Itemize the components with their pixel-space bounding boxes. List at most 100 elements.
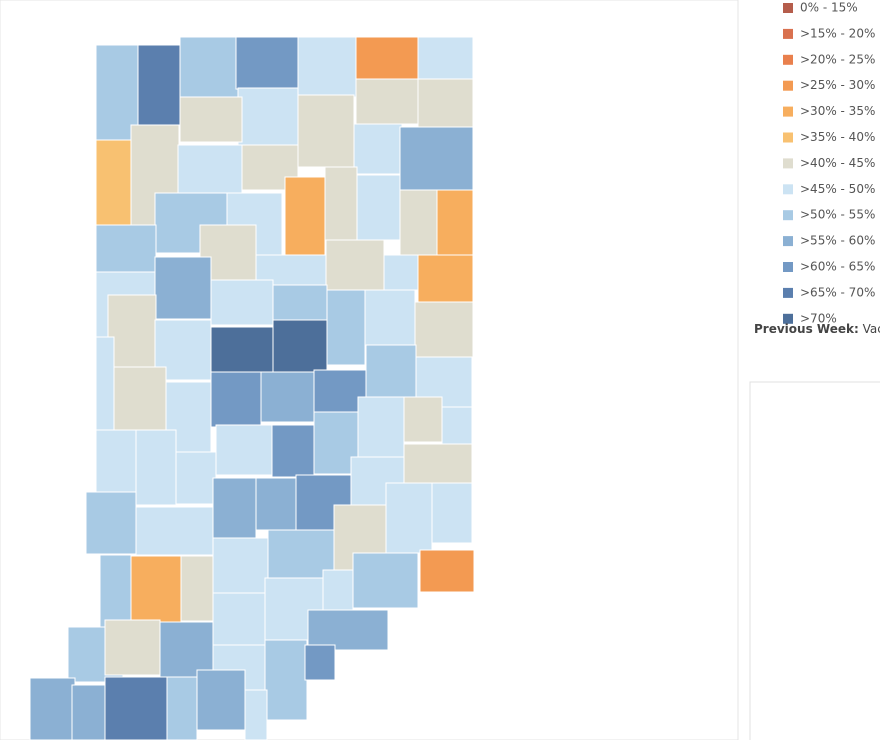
legend-label: >40% - 45% xyxy=(800,156,875,170)
county[interactable] xyxy=(175,451,217,505)
county[interactable] xyxy=(244,689,268,741)
legend-label: >50% - 55% xyxy=(800,208,875,222)
county[interactable] xyxy=(212,477,257,539)
county[interactable] xyxy=(304,644,336,681)
county[interactable] xyxy=(297,94,355,168)
county[interactable] xyxy=(166,676,198,741)
indiana-map xyxy=(29,36,475,741)
legend-label: 0% - 15% xyxy=(800,1,858,15)
county[interactable] xyxy=(212,537,269,594)
county[interactable] xyxy=(403,443,473,485)
county[interactable] xyxy=(95,336,115,433)
legend-swatch xyxy=(783,210,793,221)
county[interactable] xyxy=(85,491,137,555)
county[interactable] xyxy=(383,254,419,291)
filter-value: Vac xyxy=(863,322,880,336)
filter-text: Previous Week: Vac xyxy=(754,322,880,336)
legend-label: >55% - 60% xyxy=(800,234,875,248)
county[interactable] xyxy=(135,506,214,556)
county[interactable] xyxy=(255,477,297,531)
legend-label: >30% - 35% xyxy=(800,104,875,118)
county[interactable] xyxy=(365,344,417,398)
county[interactable] xyxy=(29,677,76,741)
county[interactable] xyxy=(113,366,167,431)
county[interactable] xyxy=(284,176,326,256)
county[interactable] xyxy=(417,36,474,80)
county[interactable] xyxy=(364,289,416,346)
county[interactable] xyxy=(210,279,274,326)
filter-label: Previous Week: xyxy=(754,322,859,336)
county[interactable] xyxy=(357,396,405,458)
legend-swatch xyxy=(783,287,793,298)
legend-label: >35% - 40% xyxy=(800,130,875,144)
county[interactable] xyxy=(322,569,354,618)
county[interactable] xyxy=(441,406,473,445)
county[interactable] xyxy=(297,36,357,98)
legend-swatch xyxy=(783,106,793,117)
county[interactable] xyxy=(215,424,273,476)
county[interactable] xyxy=(414,301,474,358)
county[interactable] xyxy=(104,619,161,676)
county[interactable] xyxy=(159,621,214,678)
county[interactable] xyxy=(399,189,438,256)
county[interactable] xyxy=(212,592,266,646)
county[interactable] xyxy=(71,684,109,741)
legend-swatch xyxy=(783,3,793,13)
legend: 0% - 15% >15% - 20% >20% - 25% >25% - 30% >3… xyxy=(783,1,875,325)
county[interactable] xyxy=(431,482,473,544)
county[interactable] xyxy=(95,429,137,493)
county[interactable] xyxy=(179,96,243,143)
county[interactable] xyxy=(196,669,246,731)
filter-box[interactable] xyxy=(749,381,880,744)
county[interactable] xyxy=(417,254,474,303)
legend-label: >60% - 65% xyxy=(800,260,875,274)
legend-swatch xyxy=(783,54,793,65)
county[interactable] xyxy=(352,552,419,609)
county[interactable] xyxy=(436,189,474,256)
county[interactable] xyxy=(210,326,274,373)
county[interactable] xyxy=(419,549,475,593)
legend-swatch xyxy=(783,184,793,195)
legend-swatch xyxy=(783,132,793,143)
county[interactable] xyxy=(326,289,366,366)
county[interactable] xyxy=(355,78,419,125)
county[interactable] xyxy=(385,482,433,554)
county[interactable] xyxy=(177,144,243,194)
legend-swatch xyxy=(783,236,793,247)
county[interactable] xyxy=(271,424,315,478)
county[interactable] xyxy=(417,78,474,128)
legend-swatch xyxy=(783,28,793,39)
legend-label: >20% - 25% xyxy=(800,52,875,66)
county[interactable] xyxy=(237,87,299,146)
county[interactable] xyxy=(324,166,358,241)
county[interactable] xyxy=(264,639,308,721)
legend-swatch xyxy=(783,158,793,169)
county[interactable] xyxy=(272,319,328,373)
legend-swatch xyxy=(783,80,793,91)
county[interactable] xyxy=(137,44,181,136)
county[interactable] xyxy=(135,429,177,506)
county[interactable] xyxy=(95,224,157,274)
county[interactable] xyxy=(107,294,157,368)
county[interactable] xyxy=(272,284,328,321)
county[interactable] xyxy=(130,555,182,627)
county[interactable] xyxy=(260,371,315,423)
legend-label: >45% - 50% xyxy=(800,182,875,196)
legend-swatch xyxy=(783,262,793,272)
county[interactable] xyxy=(353,123,403,175)
county[interactable] xyxy=(210,371,262,428)
county[interactable] xyxy=(403,396,443,443)
county[interactable] xyxy=(356,174,401,241)
county[interactable] xyxy=(95,139,132,226)
county[interactable] xyxy=(235,36,299,90)
county[interactable] xyxy=(325,239,385,291)
county[interactable] xyxy=(355,36,419,80)
legend-swatch xyxy=(783,313,793,324)
county[interactable] xyxy=(399,126,474,191)
county[interactable] xyxy=(307,609,389,651)
county[interactable] xyxy=(180,555,214,622)
county[interactable] xyxy=(154,256,212,320)
county[interactable] xyxy=(104,676,168,741)
legend-label: >15% - 20% xyxy=(800,26,875,40)
